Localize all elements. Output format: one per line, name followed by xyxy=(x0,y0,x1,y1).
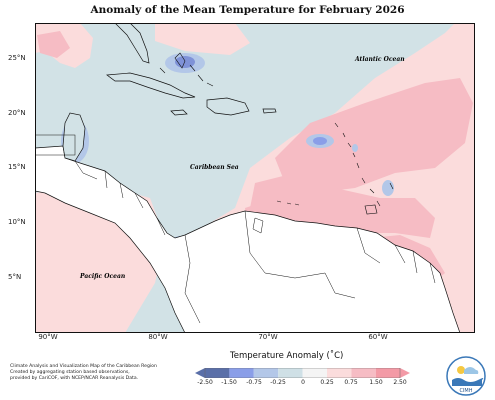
caribbean-sea-label: Caribbean Sea xyxy=(190,164,239,171)
longitude-label: 80°W xyxy=(148,333,168,341)
cool-anomaly-core xyxy=(352,144,358,152)
colorbar-segment xyxy=(302,368,327,378)
warm-anomaly-mid xyxy=(275,78,473,193)
colorbar-tick-label: -2.50 xyxy=(197,379,213,386)
colorbar-segment xyxy=(375,368,400,378)
cimh-logo: CIMH xyxy=(446,356,486,396)
atlantic-ocean-label: Atlantic Ocean xyxy=(354,56,405,63)
latitude-label: 10°N xyxy=(8,218,26,226)
colorbar-high-arrow xyxy=(400,368,410,378)
colorbar-tick-label: 2.50 xyxy=(393,379,407,386)
colorbar xyxy=(195,368,410,378)
logo-text: CIMH xyxy=(459,388,472,394)
colorbar-segment xyxy=(253,368,279,378)
footnote-line: provided by CariCOF, with NCEP/NCAR Rean… xyxy=(10,376,139,382)
credits-footnote: Climate Analysis and Visualization Map o… xyxy=(10,364,180,383)
colorbar-low-arrow xyxy=(195,368,205,378)
colorbar-outline xyxy=(204,368,401,378)
pacific-ocean-label: Pacific Ocean xyxy=(79,273,125,280)
colorbar-tick-label: 0.25 xyxy=(320,379,334,386)
colorbar-segment xyxy=(351,368,376,378)
lake-maracaibo xyxy=(252,217,264,234)
colorbar-title: Temperature Anomaly (˚C) xyxy=(230,351,344,361)
temperature-anomaly-map: Atlantic Ocean Caribbean Sea Pacific Oce… xyxy=(35,23,475,333)
map-title: Anomaly of the Mean Temperature for Febr… xyxy=(90,4,405,16)
colorbar-segment xyxy=(229,368,254,378)
latitude-label: 20°N xyxy=(8,109,26,117)
cool-anomaly-core xyxy=(382,180,394,196)
abc-islands xyxy=(276,200,300,206)
warm-anomaly-mid xyxy=(37,31,70,58)
colorbar-tick-label: 1.50 xyxy=(369,379,383,386)
island-trinidad xyxy=(364,204,378,215)
island-cuba xyxy=(106,72,196,99)
colorbar-tick-label: 0.75 xyxy=(344,379,358,386)
footnote-line: Climate Analysis and Visualization Map o… xyxy=(10,364,157,369)
footnote-line: Created by aggregating station based obs… xyxy=(10,370,130,376)
colorbar-tick-label: -0.25 xyxy=(270,379,286,386)
map-frame xyxy=(35,23,475,333)
colorbar-segment xyxy=(278,368,303,378)
florida xyxy=(114,23,150,64)
longitude-label: 90°W xyxy=(38,333,58,341)
longitude-label: 70°W xyxy=(258,333,278,341)
colorbar-tick-label: -0.75 xyxy=(246,379,262,386)
warm-anomaly-light xyxy=(155,23,250,55)
yucatan-peninsula xyxy=(62,112,86,162)
latitude-label: 15°N xyxy=(8,163,26,171)
inset-frame xyxy=(35,134,76,156)
colorbar-segment xyxy=(205,368,230,378)
landmass-central-south-america xyxy=(35,145,461,333)
island-bahamas xyxy=(159,52,214,87)
colorbar-segment xyxy=(327,368,352,378)
colorbar-tick-label: -1.50 xyxy=(221,379,237,386)
island-puerto-rico xyxy=(262,108,277,114)
island-jamaica xyxy=(170,109,188,116)
warm-anomaly-mid xyxy=(250,173,435,238)
latitude-label: 5°N xyxy=(8,273,22,281)
country-borders xyxy=(74,160,436,324)
lesser-antilles xyxy=(334,122,394,207)
colorbar-tick-label: 0 xyxy=(301,379,305,386)
cool-anomaly-core xyxy=(313,137,327,145)
longitude-label: 60°W xyxy=(368,333,388,341)
island-hispaniola xyxy=(206,97,250,116)
latitude-label: 25°N xyxy=(8,54,26,62)
